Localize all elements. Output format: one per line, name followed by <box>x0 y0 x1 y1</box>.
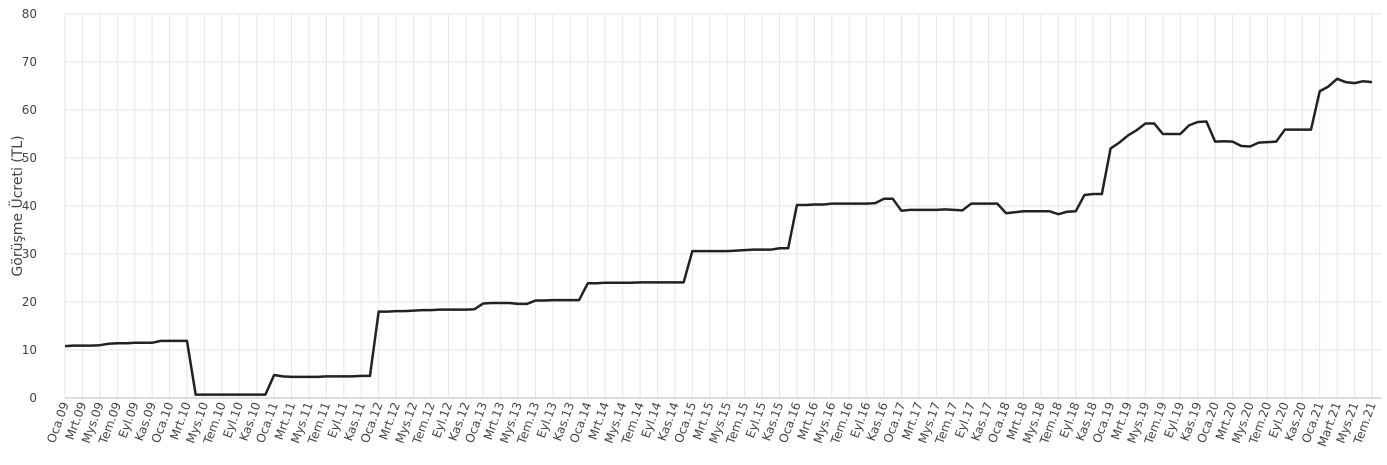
y-tick-label: 60 <box>22 103 37 117</box>
y-tick-label: 20 <box>22 295 37 309</box>
line <box>64 77 1373 396</box>
y-tick-label: 40 <box>22 199 37 213</box>
y-axis-label: Görüşme Ücreti (TL) <box>8 135 26 276</box>
y-tick-label: 10 <box>22 343 37 357</box>
y-tick-label: 50 <box>22 151 37 165</box>
y-tick-label: 30 <box>22 247 37 261</box>
y-tick-label: 70 <box>22 55 37 69</box>
y-tick-label: 0 <box>29 391 37 405</box>
y-tick-label: 80 <box>22 7 37 21</box>
